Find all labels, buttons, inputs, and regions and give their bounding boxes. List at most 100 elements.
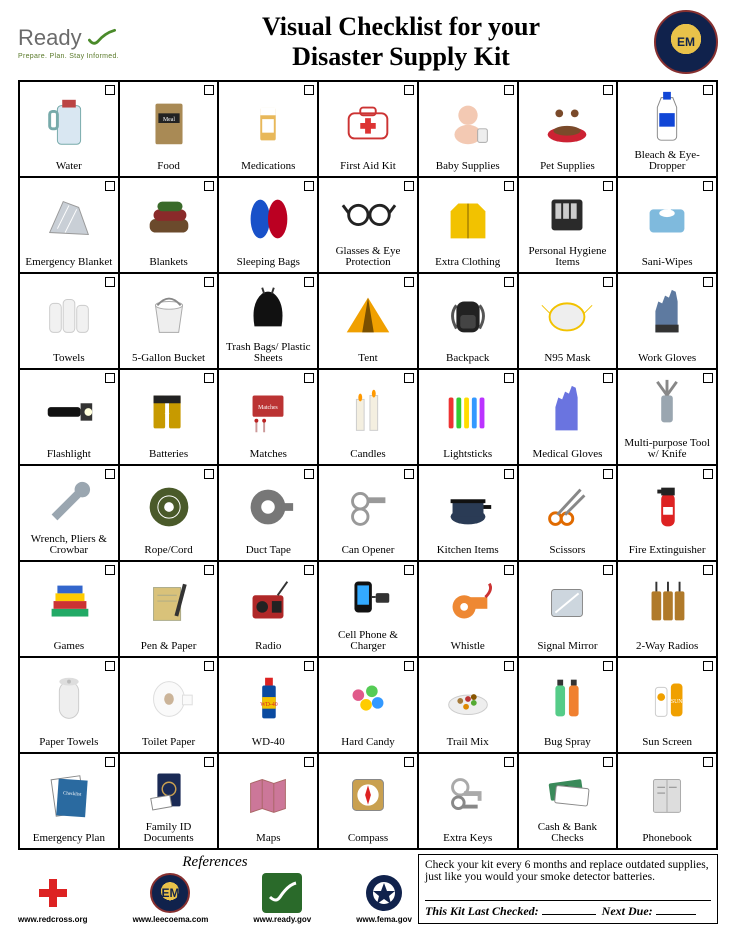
item-checkbox[interactable] (105, 85, 115, 95)
item-checkbox[interactable] (105, 565, 115, 575)
item-checkbox[interactable] (304, 469, 314, 479)
reference-item: www.redcross.org (18, 873, 88, 924)
hygiene-kit-icon (521, 180, 615, 246)
item-checkbox[interactable] (703, 565, 713, 575)
item-label: Extra Clothing (434, 257, 501, 269)
item-checkbox[interactable] (204, 181, 214, 191)
reference-item: www.leecoema.com (133, 873, 209, 924)
item-checkbox[interactable] (703, 85, 713, 95)
item-checkbox[interactable] (504, 85, 514, 95)
item-checkbox[interactable] (404, 565, 414, 575)
checklist-cell: Wrench, Pliers & Crowbar (19, 465, 119, 561)
compass-icon (321, 756, 415, 833)
item-checkbox[interactable] (603, 661, 613, 671)
item-label: Personal Hygiene Items (521, 246, 615, 269)
item-checkbox[interactable] (603, 469, 613, 479)
item-checkbox[interactable] (504, 565, 514, 575)
candles-icon (321, 372, 415, 449)
item-checkbox[interactable] (105, 469, 115, 479)
item-checkbox[interactable] (603, 85, 613, 95)
item-checkbox[interactable] (204, 757, 214, 767)
item-checkbox[interactable] (304, 565, 314, 575)
item-checkbox[interactable] (404, 469, 414, 479)
item-checkbox[interactable] (105, 277, 115, 287)
candy-icon (321, 660, 415, 737)
towels-icon (22, 276, 116, 353)
checklist-cell: Cash & Bank Checks (518, 753, 618, 849)
item-checkbox[interactable] (304, 277, 314, 287)
pots-icon (421, 468, 515, 545)
item-label: Cell Phone & Charger (321, 630, 415, 653)
work-gloves-icon (620, 276, 714, 353)
item-label: Towels (52, 353, 86, 365)
next-due-blank[interactable] (656, 905, 696, 915)
item-checkbox[interactable] (404, 181, 414, 191)
item-checkbox[interactable] (404, 373, 414, 383)
svg-text:Meal: Meal (163, 117, 175, 123)
item-checkbox[interactable] (105, 757, 115, 767)
checklist-cell: Whistle (418, 561, 518, 657)
item-checkbox[interactable] (105, 181, 115, 191)
last-checked-blank[interactable] (542, 905, 596, 915)
item-label: WD-40 (251, 737, 286, 749)
rope-icon (122, 468, 216, 545)
item-checkbox[interactable] (504, 181, 514, 191)
item-checkbox[interactable] (404, 661, 414, 671)
checklist-cell: Rope/Cord (119, 465, 219, 561)
item-checkbox[interactable] (105, 661, 115, 671)
item-checkbox[interactable] (703, 469, 713, 479)
item-checkbox[interactable] (504, 757, 514, 767)
item-checkbox[interactable] (204, 85, 214, 95)
keys-icon (421, 756, 515, 833)
item-checkbox[interactable] (504, 661, 514, 671)
item-checkbox[interactable] (204, 469, 214, 479)
checklist-cell: Glasses & Eye Protection (318, 177, 418, 273)
item-label: Bleach & Eye-Dropper (620, 150, 714, 173)
walkies-icon (620, 564, 714, 641)
item-checkbox[interactable] (603, 277, 613, 287)
item-checkbox[interactable] (304, 85, 314, 95)
item-checkbox[interactable] (603, 565, 613, 575)
ready-logo-block: Ready Prepare. Plan. Stay Informed. (18, 25, 148, 60)
item-checkbox[interactable] (304, 661, 314, 671)
checklist-cell: Work Gloves (617, 273, 717, 369)
item-checkbox[interactable] (204, 661, 214, 671)
references-heading: References (18, 854, 412, 871)
item-checkbox[interactable] (603, 757, 613, 767)
reference-url: www.ready.gov (253, 915, 311, 924)
wd40-icon: WD-40 (221, 660, 315, 737)
item-checkbox[interactable] (404, 85, 414, 95)
item-checkbox[interactable] (703, 277, 713, 287)
checklist-cell: Medications (218, 81, 318, 177)
item-checkbox[interactable] (703, 661, 713, 671)
item-checkbox[interactable] (105, 373, 115, 383)
header: Ready Prepare. Plan. Stay Informed. Visu… (18, 10, 718, 74)
next-due-label: Next Due: (602, 904, 653, 918)
glowsticks-icon (421, 372, 515, 449)
item-checkbox[interactable] (304, 373, 314, 383)
whistle-icon (421, 564, 515, 641)
item-checkbox[interactable] (204, 277, 214, 287)
item-checkbox[interactable] (504, 277, 514, 287)
checklist-cell: WD-40 WD-40 (218, 657, 318, 753)
item-checkbox[interactable] (304, 757, 314, 767)
checklist-cell: Towels (19, 273, 119, 369)
item-checkbox[interactable] (404, 757, 414, 767)
reference-item: www.fema.gov (356, 873, 412, 924)
item-checkbox[interactable] (304, 181, 314, 191)
checklist-grid: Water Meal Food Medications First Aid Ki… (18, 80, 718, 850)
item-checkbox[interactable] (504, 373, 514, 383)
item-checkbox[interactable] (703, 373, 713, 383)
item-checkbox[interactable] (703, 757, 713, 767)
item-checkbox[interactable] (404, 277, 414, 287)
item-label: Compass (347, 833, 389, 845)
item-checkbox[interactable] (703, 181, 713, 191)
item-label: Pet Supplies (539, 161, 596, 173)
item-label: Signal Mirror (536, 641, 598, 653)
item-checkbox[interactable] (204, 565, 214, 575)
item-checkbox[interactable] (603, 181, 613, 191)
item-checkbox[interactable] (504, 469, 514, 479)
checklist-cell: Duct Tape (218, 465, 318, 561)
item-checkbox[interactable] (204, 373, 214, 383)
item-checkbox[interactable] (603, 373, 613, 383)
